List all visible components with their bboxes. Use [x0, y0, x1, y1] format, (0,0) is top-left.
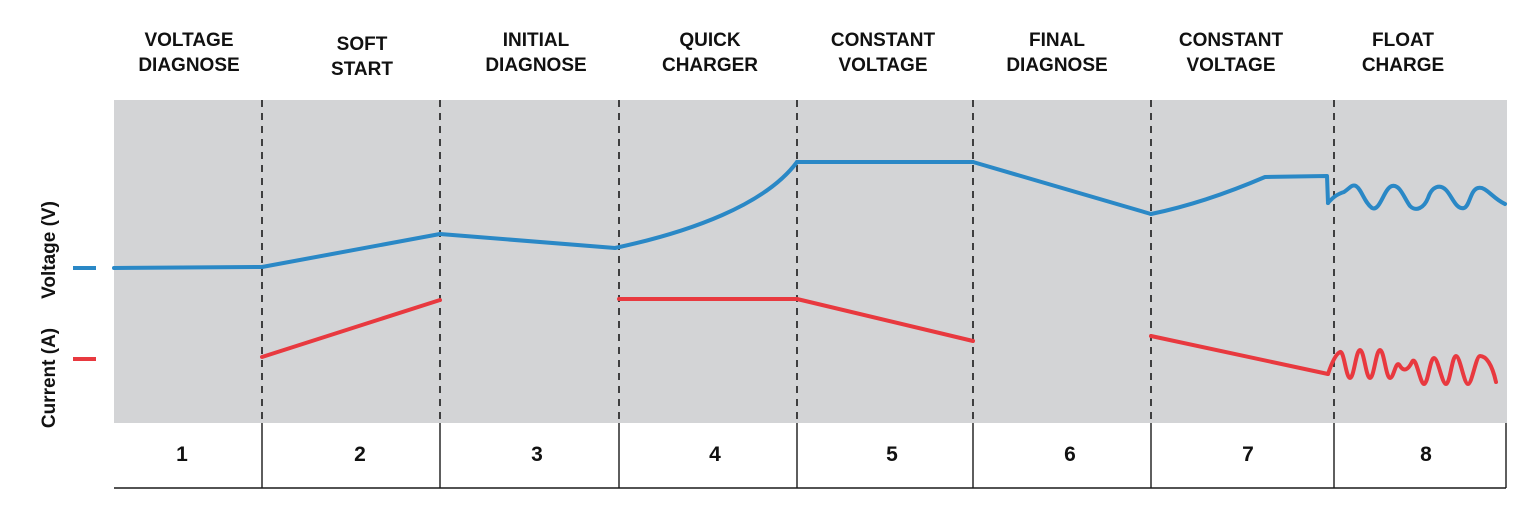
- current-stage-7: [1149, 334, 1330, 376]
- voltage-axis-label: Voltage (V): [39, 201, 60, 299]
- stage-6-title-line-2: DIAGNOSE: [1006, 55, 1107, 76]
- stage-8-number: 8: [1420, 443, 1432, 466]
- voltage-curve: [112, 160, 1507, 270]
- stage-4-number: 4: [709, 443, 721, 466]
- stage-4-title-line-1: QUICK: [679, 30, 741, 51]
- current-stage-8: [1326, 348, 1498, 386]
- stage-2-title-line-2: START: [331, 59, 393, 80]
- stage-5-number: 5: [886, 443, 898, 466]
- voltage-stage-7: [1149, 174, 1330, 216]
- stage-6-number: 6: [1064, 443, 1076, 466]
- current-stage-2: [260, 298, 442, 359]
- voltage-stage-6: [971, 160, 1153, 216]
- stage-2-title-line-1: SOFT: [337, 34, 388, 55]
- stage-3-title-line-1: INITIAL: [503, 30, 570, 51]
- stage-7-title-line-2: VOLTAGE: [1186, 55, 1275, 76]
- voltage-stage-4: [613, 160, 799, 250]
- stage-numbers: 1 2 3 4 5 6 7 8: [176, 443, 1432, 466]
- stage-1-number: 1: [176, 443, 188, 466]
- current-stage-5: [795, 297, 975, 343]
- voltage-stage-2: [260, 232, 442, 269]
- number-strip-dividers: [261, 423, 1507, 488]
- stage-7-number: 7: [1242, 443, 1254, 466]
- stage-5-title-line-1: CONSTANT: [831, 30, 936, 51]
- stage-2-number: 2: [354, 443, 366, 466]
- voltage-stage-3: [438, 232, 617, 250]
- current-axis-label: Current (A): [39, 328, 60, 428]
- stage-8-title-line-2: CHARGE: [1362, 55, 1444, 76]
- stage-5-title-line-2: VOLTAGE: [838, 55, 927, 76]
- voltage-stage-8: [1326, 183, 1507, 211]
- stage-1-title-line-1: VOLTAGE: [144, 30, 233, 51]
- stage-4-title-line-2: CHARGER: [662, 55, 758, 76]
- stage-1-title-line-2: DIAGNOSE: [138, 55, 239, 76]
- stage-dividers: [261, 100, 1335, 423]
- current-curve: [260, 297, 1498, 386]
- stage-3-title-line-2: DIAGNOSE: [485, 55, 586, 76]
- plot-area: [114, 100, 1507, 423]
- stage-7-title-line-1: CONSTANT: [1179, 30, 1284, 51]
- stage-8-title-line-1: FLOAT: [1372, 30, 1434, 51]
- stage-3-number: 3: [531, 443, 543, 466]
- stage-6-title-line-1: FINAL: [1029, 30, 1085, 51]
- voltage-stage-1: [112, 265, 264, 270]
- stage-titles: VOLTAGE DIAGNOSE SOFT START INITIAL DIAG…: [138, 30, 1444, 80]
